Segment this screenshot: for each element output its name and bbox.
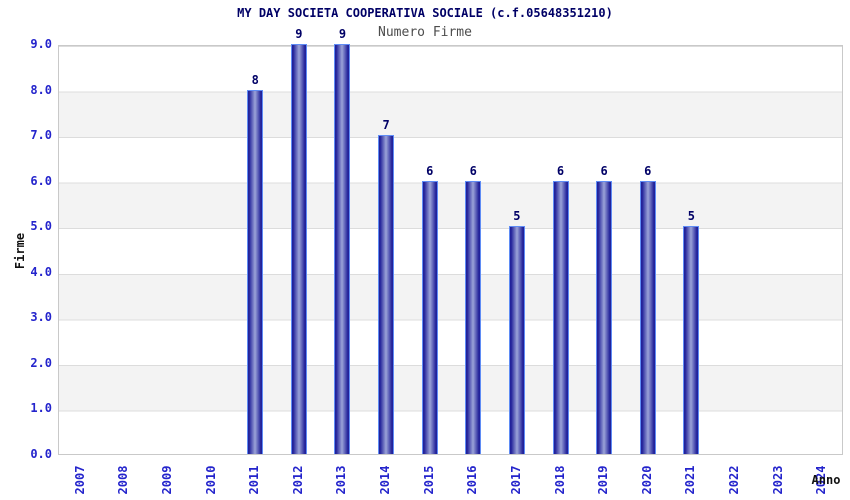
bar-value-label: 6 [469, 163, 477, 178]
bar-value-label: 6 [644, 163, 652, 178]
x-tick-label: 2009 [160, 465, 175, 495]
y-axis-title: Firme [13, 232, 27, 270]
chart-subtitle: Numero Firme [378, 25, 472, 40]
bar-value-label: 9 [295, 27, 303, 41]
x-tick-label: 2015 [421, 465, 436, 495]
x-tick-label: 2016 [465, 465, 480, 495]
x-tick-label: 2020 [639, 465, 654, 495]
x-tick-label: 2019 [596, 465, 611, 495]
bar-2020 [639, 180, 656, 454]
bar-2013 [334, 44, 351, 454]
bar-2015 [421, 180, 438, 454]
y-tick-label: 2.0 [30, 355, 52, 370]
y-tick-label: 8.0 [30, 82, 52, 97]
y-tick-label: 5.0 [30, 219, 52, 234]
bar-value-label: 8 [251, 72, 259, 87]
x-tick-label: 2021 [683, 465, 698, 495]
bar-2016 [465, 180, 482, 454]
bar-value-label: 6 [600, 163, 608, 178]
x-tick-label: 2013 [334, 465, 349, 495]
bar-value-label: 9 [338, 27, 347, 41]
bar-value-label: 5 [687, 209, 695, 224]
x-tick-label: 2008 [116, 465, 131, 495]
bar-2017 [508, 226, 525, 454]
bar-value-label: 6 [426, 163, 434, 178]
y-tick-label: 4.0 [30, 264, 52, 279]
bar-2021 [683, 226, 700, 454]
x-tick-label: 2022 [726, 465, 741, 495]
plot-area: 8 9 9 7 6 6 5 6 6 6 5 [58, 27, 843, 455]
y-tick-label: 9.0 [30, 37, 52, 51]
bar-value-label: 6 [556, 163, 565, 178]
bar-2018 [552, 180, 569, 454]
chart-title: MY DAY SOCIETA COOPERATIVA SOCIALE (c.f.… [237, 6, 613, 20]
x-tick-label: 2007 [72, 465, 87, 495]
y-tick-label: 0.0 [30, 447, 52, 461]
x-tick-label: 2010 [203, 465, 218, 495]
bar-value-label: 7 [382, 118, 390, 133]
bar-2011 [247, 89, 264, 454]
y-tick-label: 3.0 [30, 310, 52, 325]
bar-2012 [290, 44, 307, 454]
x-tick-label: 2023 [770, 465, 785, 495]
x-tick-label: 2017 [508, 465, 523, 495]
x-axis-title: Anno [811, 473, 841, 487]
bar-value-label: 5 [513, 209, 521, 224]
y-tick-label: 6.0 [30, 173, 52, 188]
x-tick-label: 2014 [378, 465, 393, 495]
bar-2019 [596, 180, 613, 454]
x-tick-label: 2012 [290, 465, 305, 495]
bar-2014 [378, 135, 395, 454]
x-tick-label: 2011 [247, 465, 262, 495]
y-tick-label: 1.0 [30, 401, 52, 416]
y-tick-label: 7.0 [30, 128, 52, 143]
x-tick-label: 2018 [552, 465, 567, 495]
